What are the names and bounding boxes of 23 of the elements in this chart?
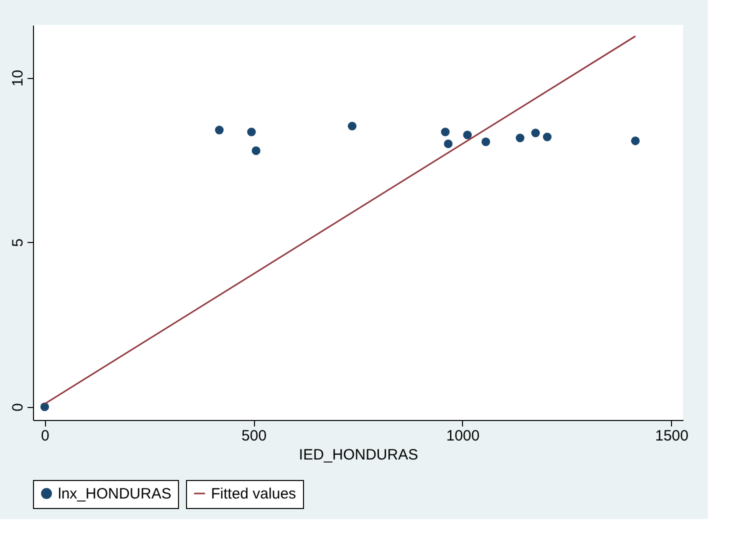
y-tick-label: 0 xyxy=(10,403,26,412)
point xyxy=(444,140,453,148)
point xyxy=(516,134,524,142)
point xyxy=(440,128,450,136)
y-tick-label: 5 xyxy=(10,238,26,247)
x-tick-label: 500 xyxy=(242,428,267,444)
point xyxy=(252,146,260,156)
point xyxy=(463,130,472,140)
y-tick-label: 10 xyxy=(10,70,26,87)
point xyxy=(542,132,552,142)
point xyxy=(631,136,640,146)
x-tick-label: 1500 xyxy=(655,428,688,444)
legend-label: lnx_HONDURAS xyxy=(58,486,172,502)
legend-label: Fitted values xyxy=(211,486,296,502)
x-tick-label: 1000 xyxy=(446,428,480,444)
point xyxy=(247,128,256,136)
point xyxy=(214,126,224,134)
point xyxy=(40,402,50,412)
x-axis-title: IED_HONDURAS xyxy=(298,446,418,464)
point xyxy=(348,122,356,130)
point xyxy=(531,128,540,138)
x-tick-label: 0 xyxy=(41,428,50,444)
point xyxy=(482,138,490,146)
